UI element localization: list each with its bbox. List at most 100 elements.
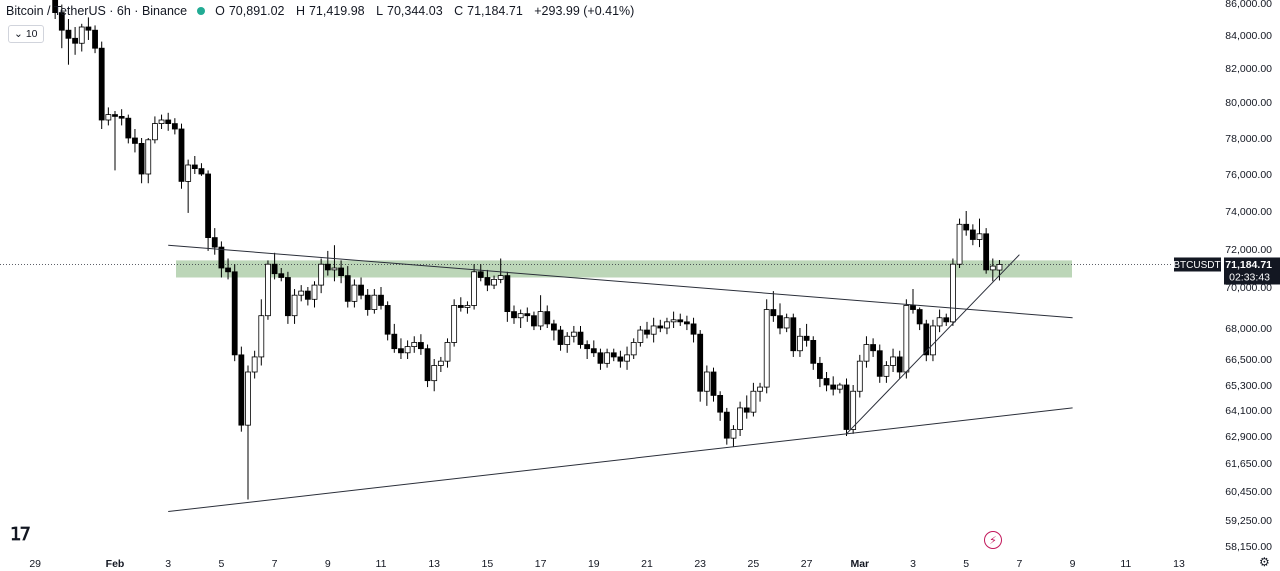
close-label: C: [454, 4, 464, 18]
candle-down: [876, 350, 883, 377]
price-tick-label: 76,000.00: [1225, 169, 1272, 181]
indicators-collapse-button[interactable]: ⌄ 10: [8, 25, 44, 43]
candle-down: [378, 294, 384, 306]
candle-down: [803, 335, 810, 341]
candle-up: [151, 123, 158, 141]
chevron-down-icon: ⌄: [14, 28, 23, 40]
candle-up: [757, 386, 763, 392]
candle-up: [291, 294, 298, 317]
candle-up: [411, 342, 418, 348]
candle-up: [730, 429, 737, 439]
candle-down: [531, 315, 537, 327]
candle-down: [790, 317, 797, 352]
candle-down: [171, 123, 178, 130]
candle-down: [644, 329, 650, 335]
symbol-title[interactable]: Bitcoin / TetherUS · 6h · Binance: [6, 4, 188, 18]
time-axis[interactable]: 29 Feb 3 5 7 9 11 13 15 17 19 21 23 25 27 Mar 3 5 7 9 11 13: [29, 558, 1185, 570]
candle-up: [471, 271, 478, 306]
price-tick-label: 58,150.00: [1225, 541, 1272, 553]
candle-down: [810, 339, 817, 364]
candle-down: [324, 263, 331, 271]
candle-up: [491, 278, 497, 286]
candle-down: [477, 271, 484, 278]
price-tick-label: 65,300.00: [1225, 380, 1272, 392]
ohlc-values: O 70,891.02 H 71,419.98 L 70,344.03 C 71,184…: [215, 4, 638, 18]
candle-up: [956, 223, 963, 265]
candle-down: [278, 273, 285, 278]
support-zone: [176, 260, 1072, 278]
candle-up: [570, 331, 577, 337]
candle-down: [132, 137, 138, 144]
time-tick-label: 5: [963, 558, 969, 570]
candle-down: [384, 305, 391, 335]
candle-up: [930, 325, 936, 356]
trendline-ascending-support[interactable]: [168, 407, 1073, 513]
time-tick-label: 27: [801, 558, 813, 570]
candle-down: [417, 342, 424, 350]
price-tag-value: 71,184.71: [1225, 259, 1272, 271]
candle-up: [371, 294, 378, 310]
candle-up: [318, 263, 325, 286]
price-tick-label: 86,000.00: [1225, 0, 1272, 10]
price-tick-label: 74,000.00: [1225, 206, 1272, 218]
candle-down: [211, 237, 218, 248]
time-tick-label: 9: [325, 558, 331, 570]
candle-down: [65, 29, 72, 39]
candle-down: [723, 411, 730, 439]
candle-down: [225, 267, 231, 273]
candle-up: [856, 360, 863, 392]
candle-down: [817, 362, 823, 379]
time-tick-label: 11: [376, 558, 387, 570]
time-tick-label: Feb: [106, 558, 125, 570]
low-label: L: [376, 4, 384, 18]
candle-down: [910, 305, 916, 310]
price-tick-label: 61,650.00: [1225, 458, 1272, 470]
candle-up: [703, 371, 710, 392]
candle-down: [364, 294, 371, 310]
chart-legend: Bitcoin / TetherUS · 6h · Binance O 70,89…: [6, 4, 638, 18]
candle-down: [557, 329, 564, 345]
candle-down: [72, 37, 78, 44]
tradingview-logo[interactable]: 𝟣𝟩: [10, 524, 31, 544]
candle-up: [444, 342, 451, 362]
candle-down: [191, 164, 198, 169]
price-tag-countdown: 02:33:43: [1229, 271, 1270, 283]
trendline-descending-resistance[interactable]: [168, 244, 1073, 319]
candle-up: [976, 233, 983, 240]
candle-down: [684, 321, 690, 325]
candle-up: [624, 354, 630, 362]
candle-down: [923, 323, 930, 356]
lightning-icon[interactable]: ⚡: [984, 531, 1002, 549]
price-axis[interactable]: 86,000.00 84,000.00 82,000.00 80,000.00 78,0…: [1225, 0, 1272, 553]
candle-down: [178, 128, 185, 182]
candle-up: [437, 360, 444, 366]
candle-down: [584, 344, 591, 350]
candle-up: [936, 317, 943, 327]
candle-up: [750, 390, 757, 413]
candle-up: [258, 315, 265, 358]
time-tick-label: 3: [910, 558, 916, 570]
collapse-count: 10: [25, 28, 38, 40]
price-tick-label: 59,250.00: [1225, 515, 1272, 527]
candle-up: [903, 305, 910, 373]
candle-up: [890, 356, 896, 366]
candle-down: [677, 319, 684, 323]
candle-down: [610, 352, 617, 358]
candle-down: [284, 277, 291, 317]
candle-down: [98, 47, 105, 121]
trendline-steep-support[interactable]: [846, 254, 1020, 435]
candle-down: [777, 315, 783, 329]
candle-down: [118, 116, 125, 119]
candle-up: [497, 275, 504, 280]
candle-down: [231, 271, 238, 356]
candle-down: [710, 371, 717, 396]
close-value: 71,184.71: [467, 4, 523, 18]
candle-down: [338, 267, 345, 276]
gear-icon[interactable]: ⚙: [1259, 555, 1270, 569]
time-tick-label: 9: [1070, 558, 1076, 570]
candle-down: [198, 168, 205, 175]
candle-down: [843, 384, 850, 430]
candle-up: [537, 311, 544, 327]
candle-down: [743, 407, 750, 413]
